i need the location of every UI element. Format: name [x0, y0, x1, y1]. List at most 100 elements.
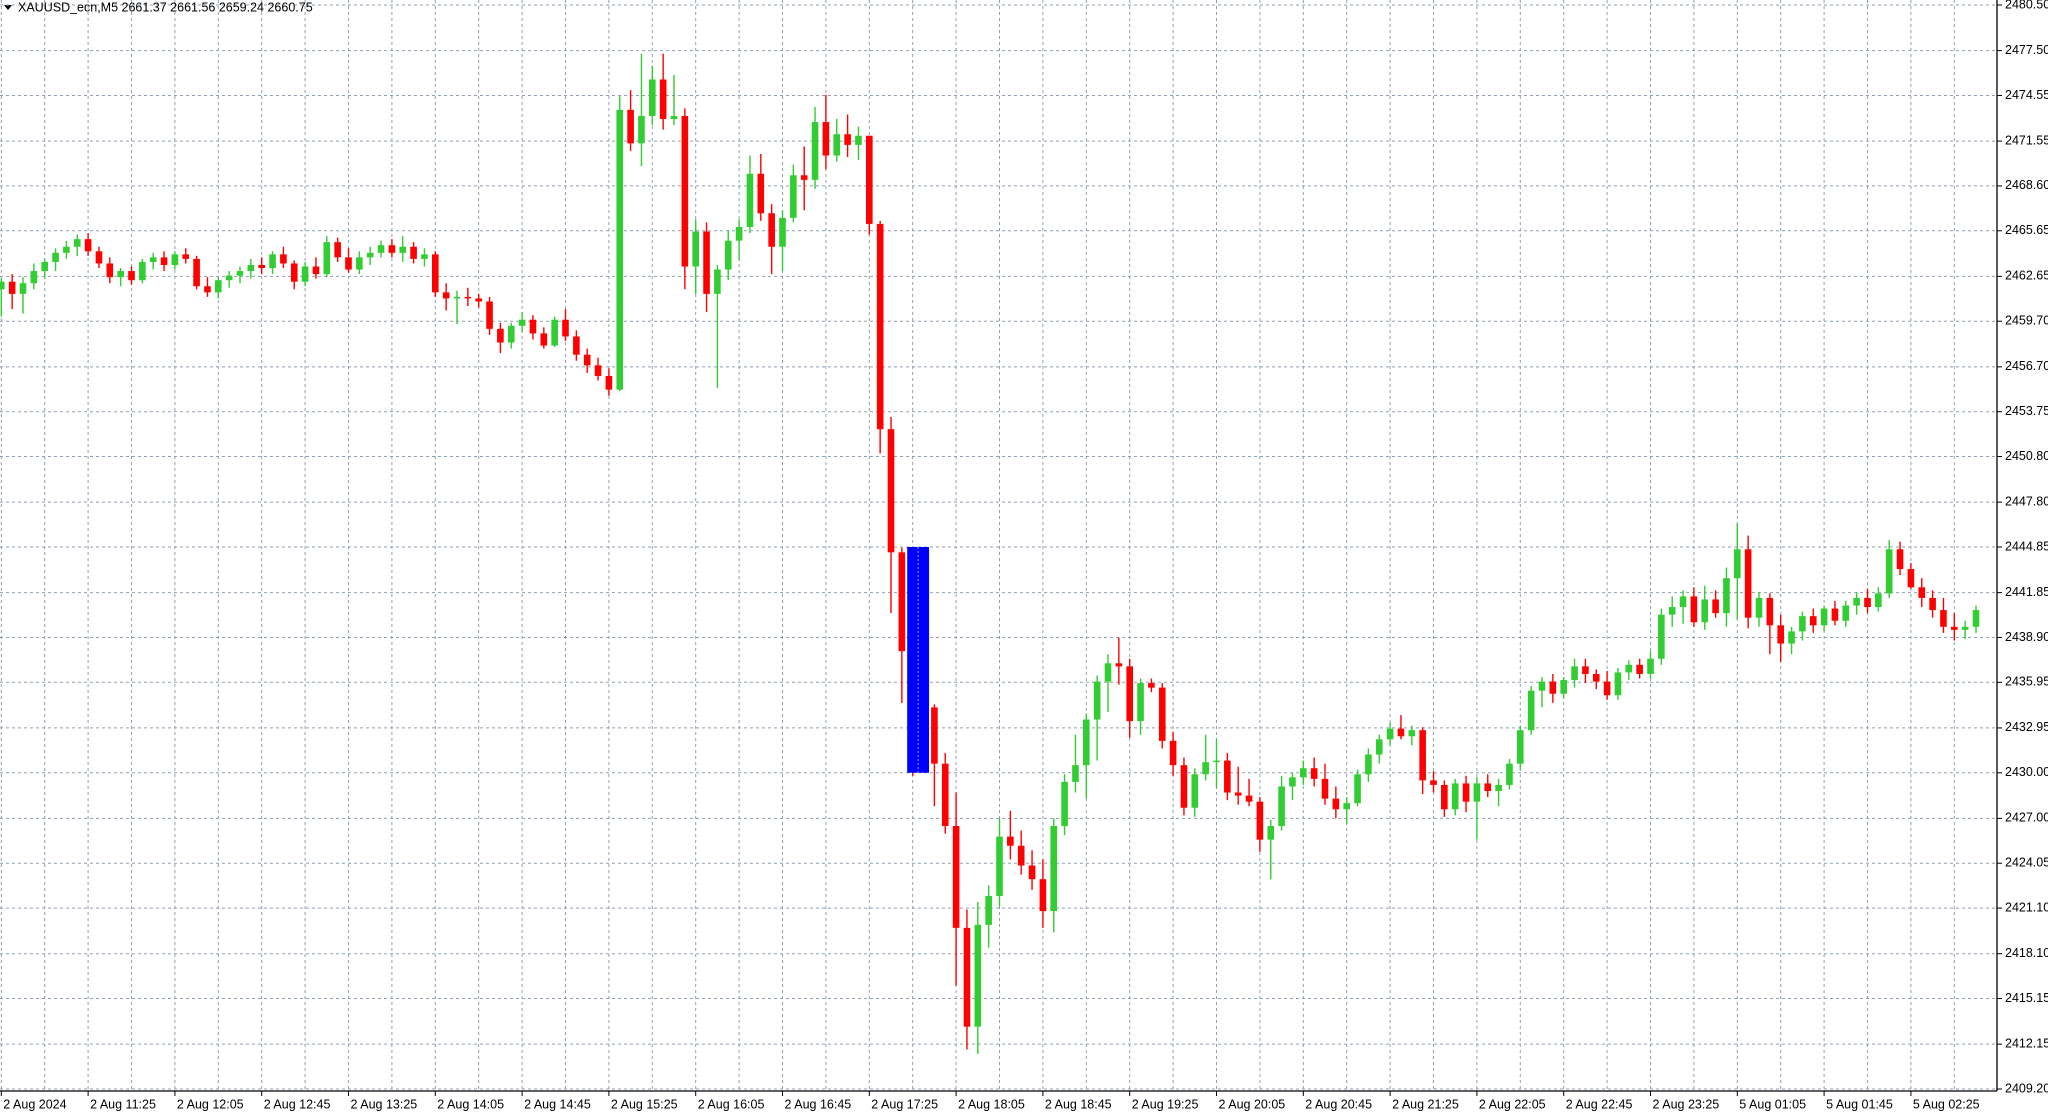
candle-body: [1603, 681, 1611, 696]
candle-body: [1864, 597, 1871, 608]
candle-body: [52, 252, 59, 262]
candle-body: [84, 239, 92, 252]
candle-body: [1386, 728, 1394, 740]
candle-body: [225, 275, 233, 281]
y-tick-label: 2474.55: [2005, 88, 2048, 102]
candle-body: [1039, 879, 1047, 912]
candle-body: [1690, 596, 1698, 623]
candle-body: [866, 135, 873, 224]
candle-body: [1896, 549, 1904, 570]
candle-body: [714, 269, 721, 294]
x-tick-label: 2 Aug 11:25: [90, 1097, 156, 1111]
x-tick-label: 2 Aug 21:25: [1392, 1097, 1459, 1111]
candle-body: [1972, 610, 1980, 627]
candle-body: [1158, 687, 1166, 741]
y-tick-label: 2418.10: [2005, 946, 2048, 960]
candle-body: [464, 296, 472, 299]
x-tick-label: 2 Aug 17:25: [871, 1097, 938, 1111]
candle-body: [1701, 599, 1709, 623]
candle-body: [833, 134, 841, 156]
y-tick-label: 2415.15: [2005, 991, 2048, 1005]
candle-body: [421, 254, 428, 259]
candle-body: [1137, 683, 1144, 722]
x-tick-label: 2 Aug 12:05: [177, 1097, 244, 1111]
x-tick-label: 2 Aug 2024: [3, 1097, 66, 1111]
candle-body: [1885, 549, 1893, 594]
y-tick-label: 2427.00: [2005, 811, 2048, 825]
candle-body: [941, 763, 949, 826]
candle-body: [1506, 763, 1513, 785]
x-tick-label: 5 Aug 01:45: [1826, 1097, 1893, 1111]
candle-body: [1484, 783, 1492, 792]
candle-body: [1451, 783, 1459, 810]
candle-body: [8, 281, 16, 294]
candle-body: [1809, 616, 1817, 626]
candle-body: [345, 257, 352, 270]
candle-body: [19, 283, 27, 294]
candle-body: [334, 242, 341, 258]
candle-body: [204, 286, 211, 293]
candle-body: [887, 429, 895, 553]
candle-body: [73, 239, 81, 247]
candle-body: [974, 924, 982, 1027]
y-tick-label: 2412.15: [2005, 1036, 2048, 1050]
y-tick-label: 2462.65: [2005, 269, 2048, 283]
x-tick-label: 2 Aug 13:25: [351, 1097, 418, 1111]
x-tick-label: 2 Aug 18:45: [1045, 1097, 1112, 1111]
x-tick-label: 2 Aug 16:45: [785, 1097, 852, 1111]
candle-body: [551, 319, 558, 346]
candle-body: [779, 217, 786, 247]
y-tick-label: 2468.60: [2005, 178, 2048, 192]
candle-body: [985, 895, 992, 925]
candle-body: [1571, 666, 1578, 681]
candle-body: [529, 319, 537, 334]
candle-body: [41, 261, 48, 272]
candle-body: [1267, 825, 1275, 840]
candle-body: [1788, 631, 1795, 644]
candle-body: [236, 271, 244, 276]
candle-body: [855, 135, 862, 145]
candle-body: [377, 245, 385, 253]
candle-body: [1755, 597, 1763, 618]
candle-body: [1647, 658, 1654, 674]
y-tick-label: 2477.50: [2005, 43, 2048, 57]
candle-body: [583, 354, 591, 366]
x-tick-label: 2 Aug 15:25: [611, 1097, 678, 1111]
candle-body: [95, 251, 103, 264]
candle-body: [1668, 607, 1676, 615]
candle-body: [269, 254, 276, 269]
candle-body: [876, 223, 884, 430]
candle-body: [1365, 754, 1372, 775]
candle-body: [1592, 673, 1600, 682]
x-tick-label: 2 Aug 20:05: [1219, 1097, 1286, 1111]
candle-body: [1473, 783, 1481, 802]
candle-body: [323, 242, 331, 275]
candle-body: [1582, 666, 1589, 674]
candle-body: [1842, 605, 1850, 621]
y-tick-label: 2444.85: [2005, 539, 2048, 553]
candle-body: [1527, 690, 1535, 731]
x-tick-label: 2 Aug 18:05: [958, 1097, 1025, 1111]
candle-body: [1940, 610, 1947, 627]
candle-body: [1300, 768, 1307, 778]
y-tick-label: 2409.20: [2005, 1081, 2048, 1095]
candle-body: [280, 254, 287, 264]
candle-body: [1419, 730, 1426, 781]
candle-body: [1831, 608, 1839, 621]
candle-body: [1289, 777, 1296, 787]
candle-body: [811, 122, 819, 180]
candle-body: [562, 319, 569, 337]
y-tick-label: 2450.80: [2005, 449, 2048, 463]
chart-title: XAUUSD_ecn,M5 2661.37 2661.56 2659.24 26…: [18, 0, 313, 14]
x-tick-label: 2 Aug 14:05: [437, 1097, 504, 1111]
candle-body: [963, 927, 971, 1027]
candle-body: [746, 173, 754, 227]
candle-body: [1126, 666, 1133, 722]
candle-body: [497, 328, 504, 343]
candle-body: [432, 254, 439, 293]
candle-body: [1712, 599, 1719, 614]
candle-body: [63, 246, 70, 253]
candle-body: [1224, 760, 1231, 793]
